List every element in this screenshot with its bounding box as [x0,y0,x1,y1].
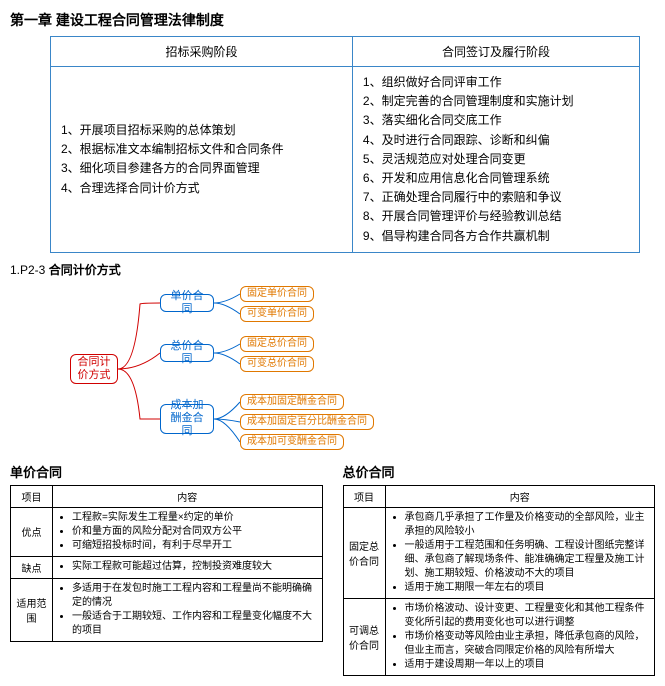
table1-title: 单价合同 [10,462,323,481]
mm-node-l3: 可变总价合同 [240,356,314,372]
mm-node-l2: 单价合同 [160,294,214,312]
mm-node-l3: 成本加固定百分比酬金合同 [240,414,374,430]
stage-right-item: 9、倡导构建合同各方合作共赢机制 [363,227,629,246]
row-key: 缺点 [11,556,53,578]
stage-right-item: 4、及时进行合同跟踪、诊断和纠偏 [363,131,629,150]
table1: 项目 内容 优点工程款=实际发生工程量×约定的单价价和量方面的风险分配对合同双方… [10,485,323,642]
table1-h0: 项目 [11,485,53,507]
mm-node-l3: 成本加固定酬金合同 [240,394,344,410]
mm-node-l3: 成本加可变酬金合同 [240,434,344,450]
row-content: 承包商几乎承担了工作量及价格变动的全部风险，业主承担的风险较小一般适用于工程范围… [385,507,655,598]
section-label-prefix: 1.P2-3 [10,263,45,277]
row-content: 工程款=实际发生工程量×约定的单价价和量方面的风险分配对合同双方公平可缩短招投标… [53,507,323,556]
stage-right-item: 1、组织做好合同评审工作 [363,73,629,92]
row-item: 价和量方面的风险分配对合同双方公平 [72,525,317,539]
stage-table: 招标采购阶段 合同签订及履行阶段 1、开展项目招标采购的总体策划 2、根据标准文… [50,36,640,253]
table2-block: 总价合同 项目 内容 固定总价合同承包商几乎承担了工作量及价格变动的全部风险，业… [343,462,656,676]
row-item: 一般适合于工期较短、工作内容和工程量变化幅度不大的项目 [72,610,317,638]
stage-header-right: 合同签订及履行阶段 [352,37,639,67]
table2-row: 固定总价合同承包商几乎承担了工作量及价格变动的全部风险，业主承担的风险较小一般适… [343,507,655,598]
row-key: 可调总价合同 [343,598,385,675]
table2-row: 可调总价合同市场价格波动、设计变更、工程量变化和其他工程条件变化所引起的费用变化… [343,598,655,675]
row-content: 实际工程款可能超过估算，控制投资难度较大 [53,556,323,578]
stage-left-item: 3、细化项目参建各方的合同界面管理 [61,159,342,178]
row-item: 一般适用于工程范围和任务明确、工程设计图纸完整详细、承包商了解现场条件、能准确确… [405,539,650,581]
stage-right-list: 1、组织做好合同评审工作 2、制定完善的合同管理制度和实施计划 3、落实细化合同… [363,73,629,246]
row-item: 适用于施工期限一年左右的项目 [405,581,650,595]
stage-left-list: 1、开展项目招标采购的总体策划 2、根据标准文本编制招标文件和合同条件 3、细化… [61,121,342,198]
stage-left-item: 4、合理选择合同计价方式 [61,179,342,198]
table2-h1: 内容 [385,485,655,507]
stage-right-item: 3、落实细化合同交底工作 [363,111,629,130]
row-item: 市场价格波动、设计变更、工程量变化和其他工程条件变化所引起的费用变化也可以进行调… [405,602,650,630]
mm-node-l3: 固定总价合同 [240,336,314,352]
table1-row: 缺点 实际工程款可能超过估算，控制投资难度较大 [11,556,323,578]
stage-right-item: 6、开发和应用信息化合同管理系统 [363,169,629,188]
mindmap: 合同计价方式 单价合同 总价合同 成本加酬金合同 固定单价合同 可变单价合同 固… [70,284,655,454]
table2: 项目 内容 固定总价合同承包商几乎承担了工作量及价格变动的全部风险，业主承担的风… [343,485,656,676]
row-item: 市场价格变动等风险由业主承担，降低承包商的风险，但业主而言，突破合同限定价格的风… [405,630,650,658]
row-content: 市场价格波动、设计变更、工程量变化和其他工程条件变化所引起的费用变化也可以进行调… [385,598,655,675]
tables-row: 单价合同 项目 内容 优点工程款=实际发生工程量×约定的单价价和量方面的风险分配… [10,462,655,676]
mm-node-l3: 可变单价合同 [240,306,314,322]
section-label-title: 合同计价方式 [49,263,121,277]
row-item: 可缩短招投标时间，有利于尽早开工 [72,539,317,553]
stage-header-left: 招标采购阶段 [51,37,353,67]
stage-right-item: 2、制定完善的合同管理制度和实施计划 [363,92,629,111]
mm-root: 合同计价方式 [70,354,118,384]
row-item: 工程款=实际发生工程量×约定的单价 [72,511,317,525]
stage-right-item: 5、灵活规范应对处理合同变更 [363,150,629,169]
row-key: 优点 [11,507,53,556]
chapter-title: 第一章 建设工程合同管理法律制度 [10,10,655,30]
stage-right-item: 8、开展合同管理评价与经验教训总结 [363,207,629,226]
table1-row: 优点工程款=实际发生工程量×约定的单价价和量方面的风险分配对合同双方公平可缩短招… [11,507,323,556]
table1-h1: 内容 [53,485,323,507]
table1-row: 适用范围多适用于在发包时施工工程内容和工程量尚不能明确确定的情况一般适合于工期较… [11,578,323,641]
section-label: 1.P2-3 合同计价方式 [10,261,655,278]
table1-block: 单价合同 项目 内容 优点工程款=实际发生工程量×约定的单价价和量方面的风险分配… [10,462,323,676]
row-key: 固定总价合同 [343,507,385,598]
mm-node-l2: 总价合同 [160,344,214,362]
table2-title: 总价合同 [343,462,656,481]
row-item: 实际工程款可能超过估算，控制投资难度较大 [72,560,317,574]
mm-node-l3: 固定单价合同 [240,286,314,302]
stage-left-item: 2、根据标准文本编制招标文件和合同条件 [61,140,342,159]
table2-h0: 项目 [343,485,385,507]
row-content: 多适用于在发包时施工工程内容和工程量尚不能明确确定的情况一般适合于工期较短、工作… [53,578,323,641]
row-item: 承包商几乎承担了工作量及价格变动的全部风险，业主承担的风险较小 [405,511,650,539]
row-item: 多适用于在发包时施工工程内容和工程量尚不能明确确定的情况 [72,582,317,610]
stage-left-item: 1、开展项目招标采购的总体策划 [61,121,342,140]
mm-node-l2: 成本加酬金合同 [160,404,214,434]
stage-right-item: 7、正确处理合同履行中的索赔和争议 [363,188,629,207]
row-item: 适用于建设周期一年以上的项目 [405,658,650,672]
row-key: 适用范围 [11,578,53,641]
